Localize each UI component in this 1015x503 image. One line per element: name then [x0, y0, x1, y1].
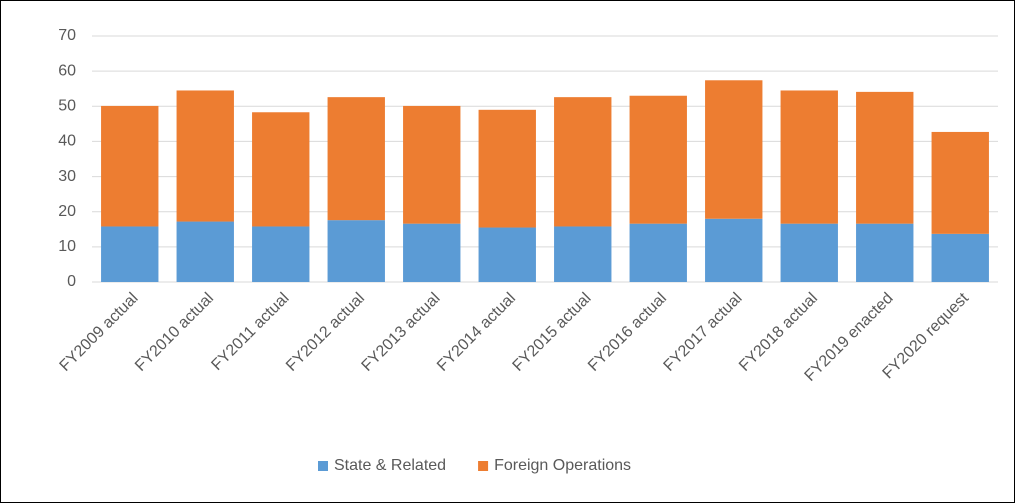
bar-segment — [327, 97, 385, 221]
y-tick-label: 20 — [58, 203, 76, 220]
legend-swatch — [478, 461, 489, 471]
bar-segment — [101, 105, 159, 227]
bar-segment — [478, 109, 536, 228]
bar-segment — [554, 226, 612, 282]
bar-segment — [780, 223, 838, 282]
bar-segment — [629, 223, 687, 282]
bar-segment — [931, 233, 989, 282]
bar-segment — [931, 131, 989, 234]
bar-segment — [176, 221, 234, 282]
bar-segment — [403, 105, 461, 224]
y-tick-label: 0 — [67, 273, 76, 290]
legend-swatch — [318, 461, 328, 471]
y-tick-label: 60 — [58, 62, 76, 79]
bar-segment — [554, 97, 612, 227]
bar-segment — [856, 223, 914, 282]
bar-segment — [780, 90, 838, 224]
bar-segment — [327, 220, 385, 282]
y-tick-label: 70 — [58, 27, 76, 44]
bar-segment — [478, 227, 536, 282]
bar-segment — [856, 91, 914, 224]
legend-label: State & Related — [334, 457, 446, 474]
y-tick-label: 50 — [58, 98, 76, 115]
bar-segment — [403, 223, 461, 282]
bar-segment — [176, 90, 234, 222]
bar-segment — [705, 218, 763, 282]
y-tick-label: 30 — [58, 168, 76, 185]
bar-segment — [705, 80, 763, 219]
y-tick-label: 10 — [58, 238, 76, 255]
legend-label: Foreign Operations — [494, 457, 631, 474]
bar-segment — [252, 226, 310, 282]
bar-segment — [252, 112, 310, 227]
bar-segment — [101, 226, 159, 282]
y-tick-label: 40 — [58, 133, 76, 150]
bar-segment — [629, 95, 687, 224]
